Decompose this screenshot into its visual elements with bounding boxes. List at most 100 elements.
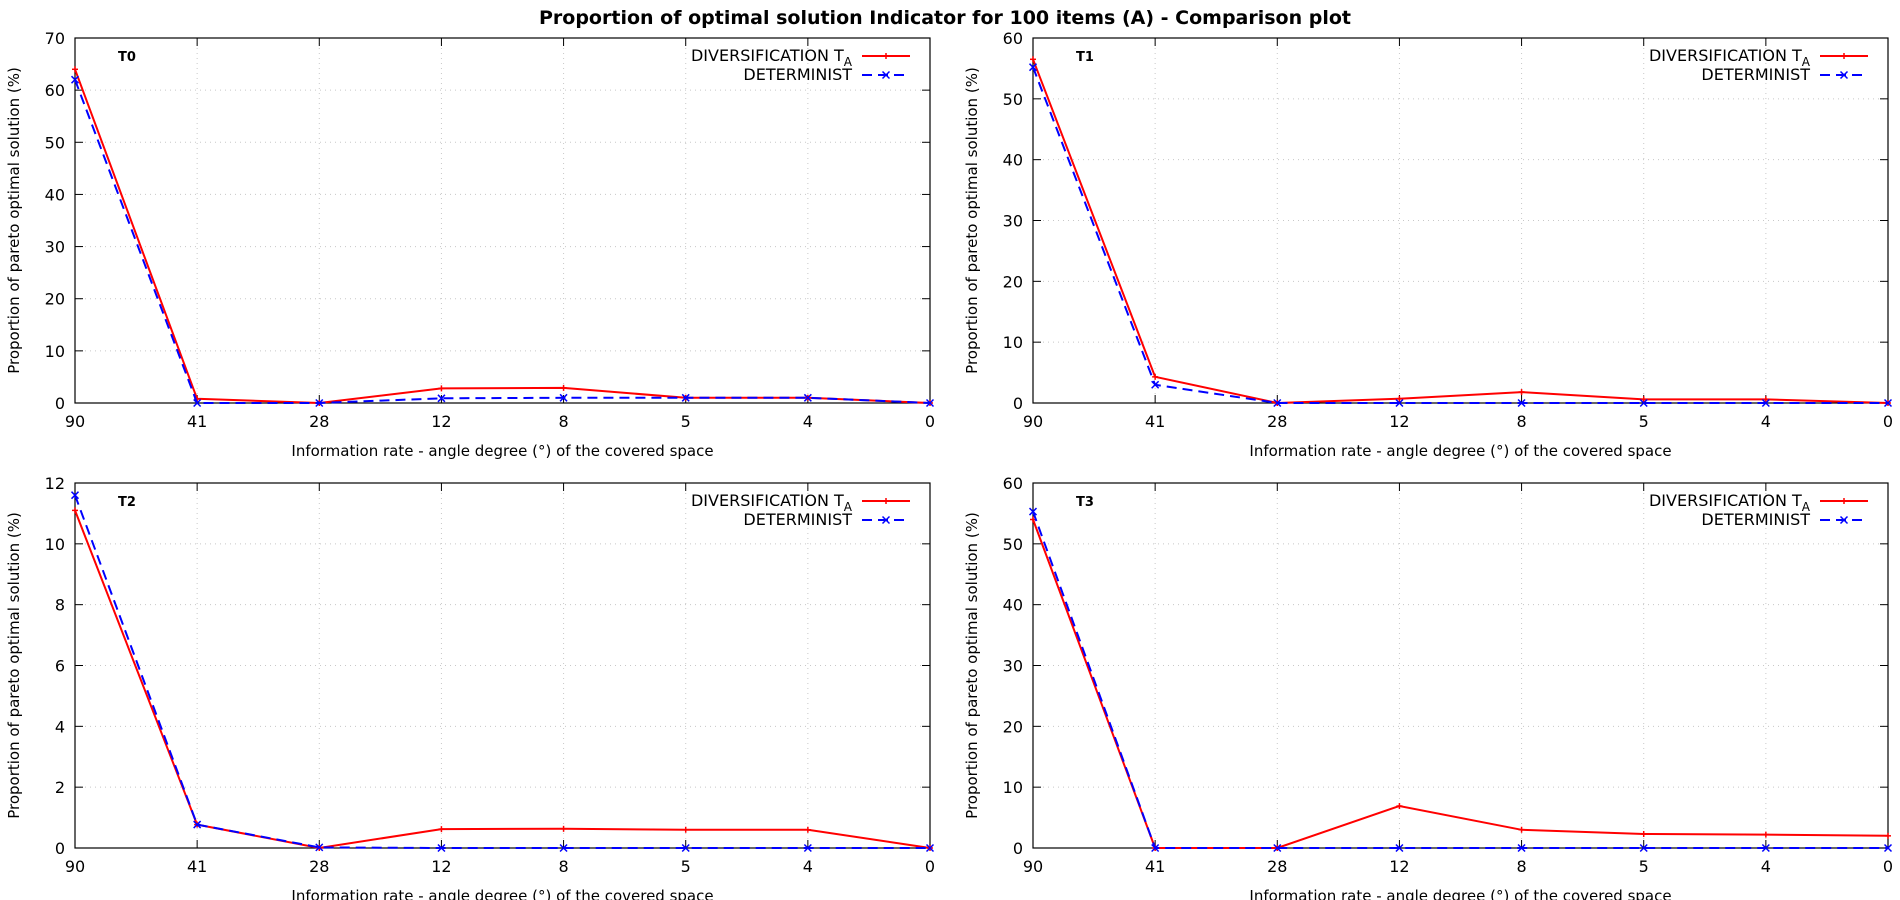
x-tick-label: 0 [925,857,935,876]
data-point-diversification [1762,396,1769,403]
data-point-determinist [1761,398,1770,408]
x-tick-label: 4 [803,857,813,876]
marker-x-b [1761,398,1770,408]
marker-x-b [1151,380,1160,389]
x-tick-label: 90 [65,857,85,876]
y-tick-label: 4 [55,717,65,736]
x-tick-label: 12 [1389,412,1409,431]
x-tick-label: 5 [681,857,691,876]
y-tick-label: 2 [55,778,65,797]
marker-x-b [559,843,568,853]
x-axis-label: Information rate - angle degree (°) of t… [1249,887,1671,900]
data-point-determinist [925,398,935,408]
x-tick-label: 12 [431,857,451,876]
data-point-diversification [1762,831,1769,838]
data-point-determinist [193,398,202,408]
data-point-determinist [1517,398,1526,408]
marker-x-b [1883,398,1893,408]
legend-marker [1839,70,1849,80]
marker-x-b [1639,398,1648,408]
data-point-diversification [1518,389,1525,396]
data-point-diversification [1396,803,1403,810]
legend-marker [881,70,891,80]
marker-x-b [925,843,935,853]
marker-x-b [1151,843,1160,853]
y-tick-label: 30 [45,238,65,257]
x-tick-label: 28 [1267,412,1287,431]
panel-label: T1 [1076,50,1094,65]
y-tick-label: 10 [45,342,65,361]
y-tick-label: 60 [1003,474,1023,493]
data-point-determinist [1395,843,1404,853]
x-axis-label: Information rate - angle degree (°) of t… [1249,442,1671,460]
marker-x-b [437,394,446,403]
marker-x-b [193,398,202,408]
data-point-determinist [803,843,812,853]
data-point-determinist [803,393,812,402]
x-tick-label: 8 [1516,857,1526,876]
y-tick-label: 60 [45,81,65,100]
y-axis-label: Proportion of pareto optimal solution (%… [963,67,981,374]
y-tick-label: 50 [1003,90,1023,109]
y-axis-label: Proportion of pareto optimal solution (%… [5,512,23,819]
data-point-diversification [1885,832,1891,839]
legend-label-determinist: DETERMINIST [1701,65,1810,84]
data-point-determinist [315,843,324,852]
data-point-determinist [1395,398,1404,408]
legend-label-diversification: DIVERSIFICATION TA [1649,46,1811,69]
data-point-determinist [1883,843,1893,853]
data-point-determinist [1151,380,1160,389]
marker-x-b [1028,63,1038,72]
series-line-diversification [74,68,931,405]
legend-marker [1839,515,1849,525]
data-point-diversification [72,66,78,73]
marker-x-b [681,843,690,853]
x-tick-label: 28 [309,857,329,876]
marker-x-b [70,75,80,84]
x-tick-label: 28 [309,412,329,431]
series-line-diversification [1032,58,1889,405]
data-point-determinist [437,843,446,853]
x-tick-label: 8 [558,857,568,876]
marker-x-b [803,843,812,853]
data-point-determinist [1028,507,1038,516]
y-tick-label: 40 [45,185,65,204]
data-point-determinist [925,843,935,853]
figure-title: Proportion of optimal solution Indicator… [539,7,1351,29]
marker-x-b [559,393,568,402]
marker-x-b [1395,843,1404,853]
y-tick-label: 0 [1013,839,1023,858]
data-point-determinist [1639,843,1648,853]
x-tick-label: 5 [1639,857,1649,876]
x-tick-label: 4 [803,412,813,431]
marker-x-b [70,491,80,500]
data-point-determinist [1761,843,1770,853]
data-point-diversification [682,826,689,833]
marker-x-b [193,820,202,829]
data-point-determinist [1028,63,1038,72]
x-axis-label: Information rate - angle degree (°) of t… [291,887,713,900]
chart-panel-t2: 0 2 4 6 8 10 12 90 41 28 12 8 5 4 0 Information rate - … [5,474,935,900]
x-tick-label: 12 [1389,857,1409,876]
legend-label-determinist: DETERMINIST [1701,510,1810,529]
y-tick-label: 30 [1003,212,1023,231]
data-point-diversification [72,507,78,514]
y-tick-label: 60 [1003,29,1023,48]
marker-x-b [803,393,812,402]
data-point-determinist [1883,398,1893,408]
marker-x-b [1273,398,1282,408]
data-point-determinist [193,820,202,829]
data-point-determinist [70,75,80,84]
x-tick-label: 8 [1516,412,1526,431]
data-point-diversification [438,385,445,392]
x-tick-label: 8 [558,412,568,431]
legend-label-diversification: DIVERSIFICATION TA [1649,491,1811,514]
y-tick-label: 6 [55,657,65,676]
plot-frame [1032,482,1889,849]
plot-frame [74,482,931,849]
data-point-determinist [559,843,568,853]
panel-label: T3 [1076,495,1094,510]
x-tick-label: 4 [1761,412,1771,431]
